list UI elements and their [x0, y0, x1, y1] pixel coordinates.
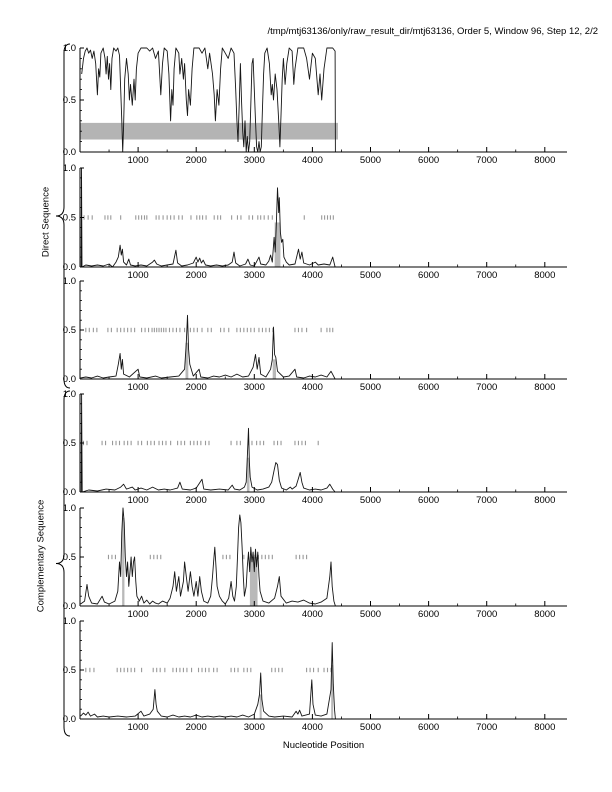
complementary-sequence-brace: [55, 390, 71, 737]
panel-3-plot: 1000 2000 3000 4000 5000 6000 7000 8000 0.0 0.5 1.…: [63, 276, 567, 393]
y-tick-label: 0.5: [63, 325, 76, 336]
signal-curve: [81, 47, 336, 153]
x-tick-label: 4000: [302, 382, 323, 393]
y-tick-label: 1.0: [63, 616, 76, 627]
gray-peak-bar: [246, 457, 250, 492]
x-tick-label: 1000: [128, 382, 149, 393]
x-tick-label: 8000: [534, 495, 555, 506]
x-tick-label: 4000: [302, 495, 323, 506]
y-tick-label: 0.0: [63, 262, 76, 273]
panel-5-plot: 1000 2000 3000 4000 5000 6000 7000 8000 0.0 0.5 1.…: [63, 503, 567, 620]
panel-2-plot: 1000 2000 3000 4000 5000 6000 7000 8000 0.0 0.5 1.…: [63, 163, 567, 281]
x-tick-label: 6000: [418, 382, 439, 393]
x-tick-label: 2000: [186, 155, 207, 166]
panel-4-plot: 1000 2000 3000 4000 5000 6000 7000 8000 0.0 0.5 1.…: [63, 389, 567, 506]
x-tick-label: 4000: [302, 609, 323, 620]
x-tick-label: 2000: [186, 722, 207, 733]
x-tick-label: 5000: [360, 609, 381, 620]
x-tick-label: 5000: [360, 495, 381, 506]
signal-curve: [80, 507, 336, 607]
gray-peak-bar: [272, 359, 277, 379]
signal-curve: [80, 314, 336, 380]
x-tick-label: 1000: [128, 495, 149, 506]
x-tick-label: 8000: [534, 270, 555, 281]
y-tick-label: 1.0: [63, 163, 76, 174]
y-tick-label: 0.0: [63, 147, 76, 158]
x-tick-label: 2000: [186, 270, 207, 281]
y-tick-label: 0.5: [63, 213, 76, 224]
y-tick-label: 1.0: [63, 503, 76, 514]
y-tick-label: 1.0: [63, 276, 76, 287]
x-tick-label: 3000: [244, 155, 265, 166]
y-tick-label: 0.0: [63, 374, 76, 385]
gray-peak-bar: [259, 694, 262, 719]
x-tick-label: 8000: [534, 722, 555, 733]
x-tick-label: 7000: [476, 609, 497, 620]
x-tick-label: 8000: [534, 155, 555, 166]
x-tick-label: 3000: [244, 270, 265, 281]
x-tick-label: 7000: [476, 495, 497, 506]
y-tick-label: 0.0: [63, 601, 76, 612]
gray-peak-bar: [249, 557, 258, 606]
signal-curve: [80, 642, 336, 720]
x-tick-label: 6000: [418, 155, 439, 166]
complementary-sequence-label: Complementary Sequence: [35, 499, 47, 613]
x-tick-label: 6000: [418, 722, 439, 733]
y-tick-label: 0.0: [63, 714, 76, 725]
y-tick-label: 0.5: [63, 552, 76, 563]
gray-peak-bar: [274, 222, 281, 267]
x-tick-label: 3000: [244, 495, 265, 506]
x-tick-label: 3000: [244, 609, 265, 620]
panel-6-plot: 1000 2000 3000 4000 5000 6000 7000 8000 0.0 0.5 1.…: [63, 616, 567, 733]
y-tick-label: 1.0: [63, 43, 76, 54]
x-tick-label: 7000: [476, 270, 497, 281]
x-tick-label: 5000: [360, 722, 381, 733]
y-tick-label: 0.5: [63, 95, 76, 106]
signal-curve: [80, 167, 336, 268]
x-tick-label: 7000: [476, 155, 497, 166]
signal-curve: [80, 393, 336, 493]
x-tick-label: 2000: [186, 495, 207, 506]
threshold-band: [80, 122, 338, 140]
direct-sequence-label: Direct Sequence: [40, 186, 52, 258]
x-tick-label: 7000: [476, 722, 497, 733]
x-tick-label: 7000: [476, 382, 497, 393]
x-tick-label: 1000: [128, 270, 149, 281]
x-tick-label: 5000: [360, 155, 381, 166]
page-title: /tmp/mtj63136/only/raw_result_dir/mtj631…: [267, 26, 598, 37]
x-tick-label: 4000: [302, 155, 323, 166]
x-tick-label: 2000: [186, 609, 207, 620]
panel-1-plot: 1000 2000 3000 4000 5000 6000 7000 8000 0.0 0.5 1.…: [63, 43, 567, 166]
direct-sequence-brace: [55, 43, 71, 389]
x-tick-label: 6000: [418, 609, 439, 620]
x-tick-label: 4000: [302, 722, 323, 733]
x-tick-label: 6000: [418, 495, 439, 506]
y-tick-label: 0.5: [63, 665, 76, 676]
gray-peak-bar: [331, 665, 334, 719]
y-tick-label: 0.5: [63, 438, 76, 449]
y-tick-label: 1.0: [63, 389, 76, 400]
x-axis-title: Nucleotide Position: [282, 740, 365, 751]
x-tick-label: 8000: [534, 609, 555, 620]
x-tick-label: 5000: [360, 382, 381, 393]
x-tick-label: 1000: [128, 609, 149, 620]
x-tick-label: 5000: [360, 270, 381, 281]
x-tick-label: 1000: [128, 722, 149, 733]
x-tick-label: 1000: [128, 155, 149, 166]
x-tick-label: 6000: [418, 270, 439, 281]
x-tick-label: 3000: [244, 722, 265, 733]
gray-peak-bar: [122, 517, 125, 606]
gray-peak-bar: [185, 342, 189, 379]
x-tick-label: 8000: [534, 382, 555, 393]
x-tick-label: 3000: [244, 382, 265, 393]
x-tick-label: 2000: [186, 382, 207, 393]
x-tick-label: 4000: [302, 270, 323, 281]
y-tick-label: 0.0: [63, 487, 76, 498]
